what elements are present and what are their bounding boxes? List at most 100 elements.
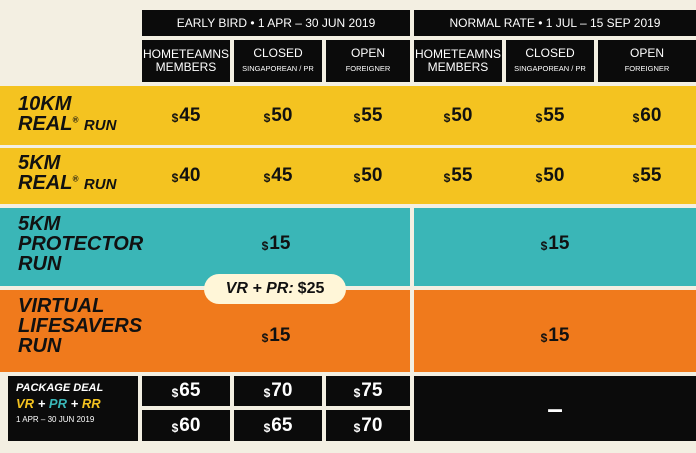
row-label-real: REAL xyxy=(18,113,73,135)
currency-symbol: $ xyxy=(540,331,548,345)
early-bird-header: EARLY BIRD • 1 APR – 30 JUN 2019 xyxy=(142,10,410,36)
col-header-eb-closed: CLOSED SINGAPOREAN / PR xyxy=(234,40,322,82)
price-value: 45 xyxy=(179,105,201,126)
period-divider xyxy=(410,208,414,286)
col-header-top: HOMETEAMNS xyxy=(142,47,229,61)
price-10km-eb-members: $45 xyxy=(142,92,230,140)
package-label-box: PACKAGE DEAL VR + PR + RR 1 APR – 30 JUN… xyxy=(8,376,138,441)
currency-symbol: $ xyxy=(171,420,179,435)
col-header-top: OPEN xyxy=(629,46,664,60)
price-5km-eb-open: $50 xyxy=(326,152,410,200)
teal-band xyxy=(0,208,696,286)
price-10km-eb-closed: $50 xyxy=(234,92,322,140)
orange-band xyxy=(0,290,696,372)
currency-symbol: $ xyxy=(353,420,361,435)
price-value: 50 xyxy=(451,105,473,126)
price-value: 70 xyxy=(271,380,293,401)
col-header-nr-closed: CLOSED SINGAPOREAN / PR xyxy=(506,40,594,82)
currency-symbol: $ xyxy=(535,111,543,125)
currency-symbol: $ xyxy=(632,111,640,125)
price-5km-nr-members: $55 xyxy=(414,152,502,200)
price-value: 55 xyxy=(361,105,383,126)
price-value: 55 xyxy=(543,105,565,126)
row-label-10km: 10KM REAL® RUN xyxy=(18,94,140,134)
price-value: 65 xyxy=(179,380,201,401)
price-value: 75 xyxy=(361,380,383,401)
combo-pill-prefix: VR + PR: xyxy=(225,280,294,297)
currency-symbol: $ xyxy=(261,331,269,345)
price-5km-nr-closed: $50 xyxy=(506,152,594,200)
package-plus: + xyxy=(70,396,79,411)
price-value: 70 xyxy=(361,414,383,436)
row-label-line: 10KM xyxy=(18,93,72,115)
currency-symbol: $ xyxy=(443,111,451,125)
currency-symbol: $ xyxy=(263,111,271,125)
price-5km-nr-open: $55 xyxy=(598,152,696,200)
package-plus: + xyxy=(37,396,46,411)
currency-symbol: $ xyxy=(171,386,179,400)
row-label-line: 5KM xyxy=(18,152,61,174)
col-header-top: HOMETEAMNS xyxy=(414,47,501,61)
currency-symbol: $ xyxy=(632,171,640,185)
currency-symbol: $ xyxy=(353,386,361,400)
price-value: 40 xyxy=(179,165,201,186)
package-date: 1 APR – 30 JUN 2019 xyxy=(16,415,95,424)
price-protector-early: $15 xyxy=(142,222,410,266)
package-normal-unavailable: – xyxy=(414,376,696,441)
currency-symbol: $ xyxy=(443,171,451,185)
price-10km-eb-open: $55 xyxy=(326,92,410,140)
price-value: 55 xyxy=(640,165,662,186)
col-header-sub: SINGAPOREAN / PR xyxy=(514,64,586,73)
package-pr: PR xyxy=(48,396,67,411)
col-header-eb-members: HOMETEAMNS MEMBERS xyxy=(142,40,230,82)
row-label-virtual: VIRTUAL LIFESAVERS RUN xyxy=(18,296,142,356)
package-price-members-1: $65 xyxy=(142,376,230,406)
currency-symbol: $ xyxy=(171,171,179,185)
price-10km-nr-closed: $55 xyxy=(506,92,594,140)
currency-symbol: $ xyxy=(353,111,361,125)
package-vr: VR xyxy=(16,396,35,411)
row-label-run: RUN xyxy=(83,176,117,193)
col-header-top: CLOSED xyxy=(525,46,575,60)
package-price-members-2: $60 xyxy=(142,410,230,441)
combo-pill-currency: $ xyxy=(297,280,307,297)
price-value: 15 xyxy=(269,325,291,346)
currency-symbol: $ xyxy=(535,171,543,185)
package-price-closed-2: $65 xyxy=(234,410,322,441)
col-header-nr-members: HOMETEAMNS MEMBERS xyxy=(414,40,502,82)
currency-symbol: $ xyxy=(540,239,548,253)
package-title: PACKAGE DEAL xyxy=(16,382,104,394)
package-rr: RR xyxy=(81,396,101,411)
col-header-top: CLOSED xyxy=(253,46,303,60)
registered-mark: ® xyxy=(72,174,79,184)
price-value: 45 xyxy=(271,165,293,186)
price-value: 50 xyxy=(361,165,383,186)
col-header-bottom: MEMBERS xyxy=(427,60,489,74)
package-price-closed-1: $70 xyxy=(234,376,322,406)
price-value: 15 xyxy=(269,233,291,254)
row-label-line: VIRTUAL xyxy=(18,295,105,317)
price-value: 60 xyxy=(179,414,201,436)
registered-mark: ® xyxy=(72,115,79,125)
price-5km-eb-closed: $45 xyxy=(234,152,322,200)
package-price-open-1: $75 xyxy=(326,376,410,406)
price-value: 55 xyxy=(451,165,473,186)
currency-symbol: $ xyxy=(261,239,269,253)
price-value: 15 xyxy=(548,325,570,346)
early-bird-header-text: EARLY BIRD • 1 APR – 30 JUN 2019 xyxy=(176,16,376,30)
row-label-line: PROTECTOR xyxy=(18,233,144,255)
col-header-sub: FOREIGNER xyxy=(345,64,391,73)
package-price-open-2: $70 xyxy=(326,410,410,441)
price-10km-nr-members: $50 xyxy=(414,92,502,140)
period-divider xyxy=(410,290,414,372)
col-header-top: OPEN xyxy=(350,46,385,60)
price-value: 60 xyxy=(640,105,662,126)
normal-rate-header: NORMAL RATE • 1 JUL – 15 SEP 2019 xyxy=(414,10,696,36)
currency-symbol: $ xyxy=(263,386,271,400)
price-10km-nr-open: $60 xyxy=(598,92,696,140)
row-label-protector: 5KM PROTECTOR RUN xyxy=(18,214,144,274)
combo-pill: VR + PR: $25 xyxy=(204,274,346,304)
currency-symbol: $ xyxy=(263,420,271,435)
row-divider xyxy=(0,145,696,148)
col-header-bottom: MEMBERS xyxy=(155,60,217,74)
